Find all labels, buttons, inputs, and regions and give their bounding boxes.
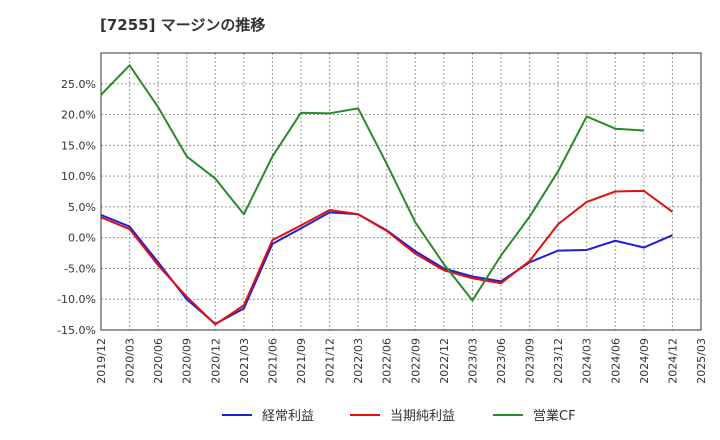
x-tick-label: 2021/09: [295, 338, 308, 384]
x-tick-label: 2023/06: [495, 338, 508, 384]
legend-item: 経常利益: [222, 409, 314, 424]
legend-item: 営業CF: [493, 408, 576, 424]
series-line: [100, 64, 644, 302]
y-tick-label: -5.0%: [64, 262, 96, 275]
y-tick-label: 0.0%: [68, 232, 96, 245]
chart-title: [7255] マージンの推移: [100, 16, 266, 34]
x-tick-label: 2020/03: [124, 338, 137, 384]
y-tick-label: 20.0%: [61, 109, 96, 122]
x-tick-label: 2022/03: [352, 338, 365, 384]
plot-frame: [100, 52, 702, 331]
x-tick-label: 2022/06: [381, 338, 394, 384]
y-tick-label: 10.0%: [61, 170, 96, 183]
x-tick-label: 2022/09: [409, 338, 422, 384]
x-tick-label: 2021/03: [238, 338, 251, 384]
x-tick-label: 2020/12: [209, 338, 222, 384]
legend-label: 経常利益: [262, 409, 314, 424]
legend-label: 当期純利益: [390, 409, 455, 424]
x-tick-label: 2023/03: [466, 338, 479, 384]
x-tick-label: 2020/09: [181, 338, 194, 384]
x-tick-label: 2020/06: [152, 338, 165, 384]
y-tick-label: 5.0%: [68, 201, 96, 214]
x-tick-label: 2024/06: [609, 338, 622, 384]
x-tick-label: 2022/12: [438, 338, 451, 384]
x-tick-label: 2024/03: [581, 338, 594, 384]
legend-item: 当期純利益: [350, 409, 455, 424]
y-tick-label: -15.0%: [57, 324, 96, 337]
y-tick-label: -10.0%: [57, 293, 96, 306]
legend-label: 営業CF: [533, 408, 576, 424]
x-tick-label: 2024/09: [638, 338, 651, 384]
x-tick-label: 2021/12: [324, 338, 337, 384]
x-tick-label: 2023/12: [552, 338, 565, 384]
x-tick-label: 2025/03: [695, 338, 708, 384]
series-line: [100, 189, 674, 326]
y-tick-label: 25.0%: [61, 78, 96, 91]
x-tick-label: 2024/12: [666, 338, 679, 384]
y-tick-label: 15.0%: [61, 139, 96, 152]
x-tick-label: 2021/06: [266, 338, 279, 384]
x-tick-label: 2019/12: [95, 338, 108, 384]
x-tick-label: 2023/09: [524, 338, 537, 384]
